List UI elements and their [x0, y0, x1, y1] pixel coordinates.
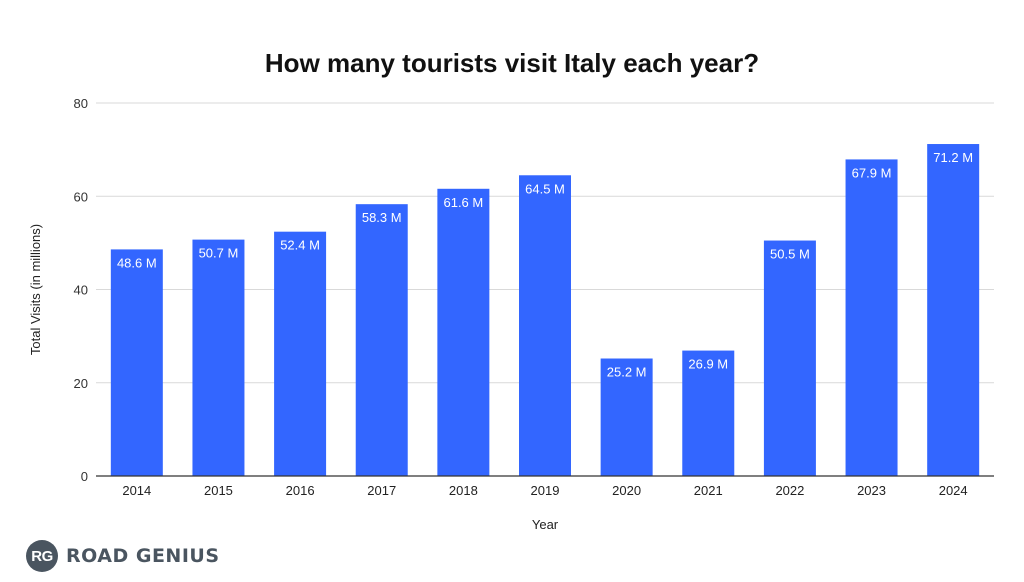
logo-mark: RG — [26, 540, 58, 572]
y-tick-label: 60 — [74, 189, 88, 204]
x-tick-label: 2019 — [531, 483, 560, 498]
bar — [600, 358, 653, 476]
y-tick-label: 0 — [81, 469, 88, 484]
data-label: 67.9 M — [852, 165, 892, 180]
x-axis-title: Year — [532, 517, 559, 532]
bar — [192, 239, 245, 476]
logo-text: ROAD GENIUS — [66, 545, 220, 567]
road-genius-logo: RG ROAD GENIUS — [26, 540, 220, 572]
data-label: 50.5 M — [770, 247, 810, 262]
y-tick-label: 20 — [74, 376, 88, 391]
chart-title: How many tourists visit Italy each year? — [264, 48, 760, 78]
bar — [845, 159, 898, 476]
bar — [763, 240, 816, 476]
x-tick-label: 2018 — [449, 483, 478, 498]
bar — [682, 350, 735, 476]
data-label: 26.9 M — [688, 357, 728, 372]
data-label: 25.2 M — [607, 365, 647, 380]
bar — [519, 175, 571, 477]
x-tick-label: 2020 — [612, 483, 641, 498]
bar — [437, 188, 490, 477]
data-label: 58.3 M — [362, 210, 402, 225]
y-axis-title: Total Visits (in millions) — [28, 224, 43, 355]
data-label: 71.2 M — [933, 150, 973, 165]
x-tick-label: 2024 — [939, 483, 968, 498]
bar — [355, 204, 408, 476]
x-tick-label: 2016 — [286, 483, 315, 498]
x-tick-label: 2023 — [857, 483, 886, 498]
data-label: 50.7 M — [199, 246, 239, 261]
x-tick-label: 2017 — [367, 483, 396, 498]
x-tick-label: 2021 — [694, 483, 723, 498]
data-label: 52.4 M — [280, 238, 320, 253]
bar — [274, 231, 327, 476]
bar — [110, 249, 163, 476]
bar — [927, 144, 980, 476]
y-tick-label: 80 — [74, 96, 88, 111]
x-tick-label: 2022 — [775, 483, 804, 498]
x-tick-label: 2015 — [204, 483, 233, 498]
data-label: 61.6 M — [443, 195, 483, 210]
x-tick-label: 2014 — [122, 483, 151, 498]
data-label: 64.5 M — [525, 181, 565, 196]
y-tick-label: 40 — [74, 283, 88, 298]
data-label: 48.6 M — [117, 255, 157, 270]
